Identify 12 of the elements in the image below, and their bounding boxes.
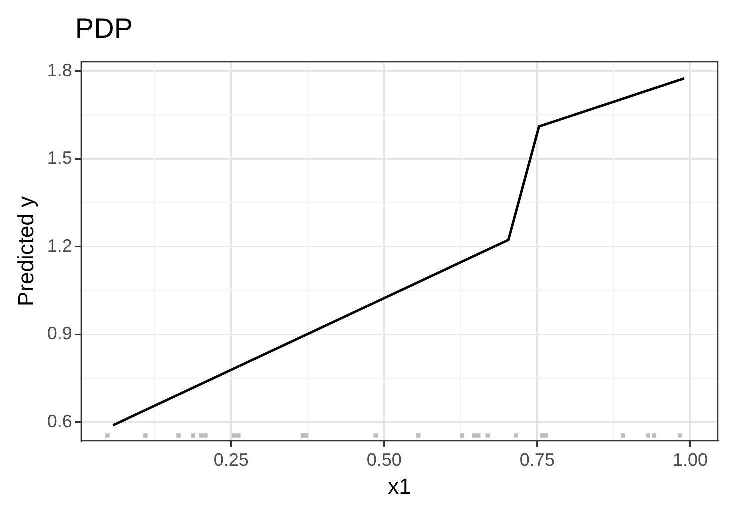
chart-title: PDP xyxy=(75,13,133,44)
x-tick-label: 0.75 xyxy=(520,450,555,470)
y-tick-label: 1.2 xyxy=(47,236,72,256)
x-tick-label: 0.25 xyxy=(214,450,249,470)
y-tick-label: 1.5 xyxy=(47,148,72,168)
x-tick-label: 1.00 xyxy=(672,450,708,470)
y-tick-label: 0.6 xyxy=(47,411,72,432)
x-axis-title: x1 xyxy=(388,474,412,499)
y-tick-label: 0.9 xyxy=(47,324,72,344)
y-tick-label: 1.8 xyxy=(47,60,72,80)
y-axis-title: Predicted y xyxy=(13,196,38,307)
x-tick-label: 0.50 xyxy=(366,450,402,470)
